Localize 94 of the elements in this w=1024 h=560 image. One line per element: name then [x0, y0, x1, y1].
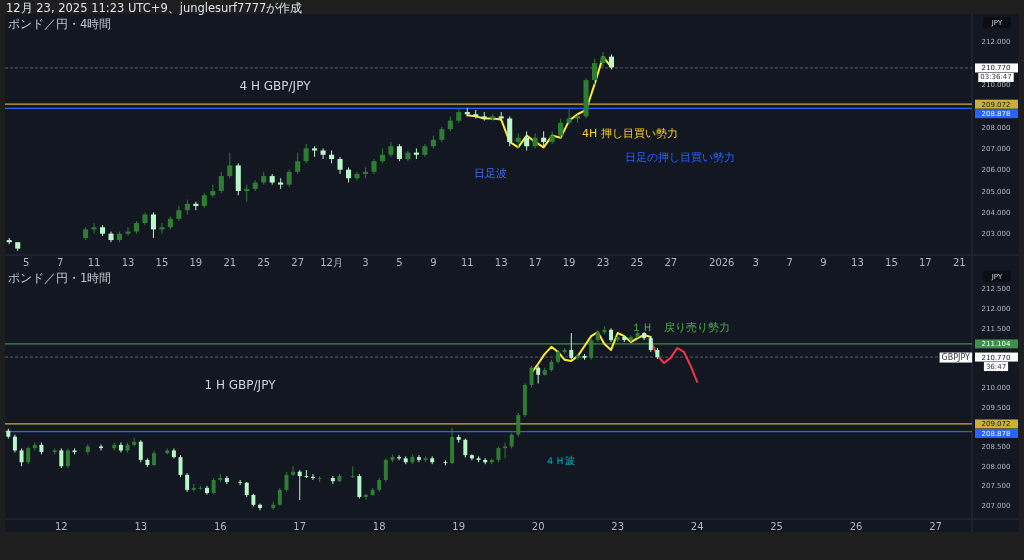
candlestick	[469, 453, 474, 461]
x-tick-label: 13	[134, 520, 148, 532]
candlestick	[529, 365, 534, 388]
x-tick-label: 11	[87, 256, 101, 268]
candlestick	[150, 211, 156, 239]
candlestick	[463, 438, 468, 459]
x-tick-label: 15	[885, 256, 898, 268]
x-tick-label: 19	[562, 256, 576, 268]
candlestick	[383, 457, 388, 483]
x-tick-label: 9	[820, 256, 827, 268]
candlestick	[178, 454, 183, 478]
annotation: ４Ｈ波	[545, 455, 575, 466]
candlestick	[558, 118, 564, 139]
candlestick	[591, 58, 598, 85]
annotation: 4 H GBP/JPY	[239, 79, 312, 93]
candlestick	[224, 475, 229, 485]
x-tick-label: 23	[611, 520, 625, 532]
x-tick-label: 17	[918, 256, 932, 268]
x-tick-label: 18	[372, 520, 386, 532]
candlestick	[297, 469, 302, 501]
candlestick	[159, 222, 165, 235]
candlestick	[218, 171, 224, 194]
annotation: 日足波	[473, 167, 507, 180]
x-tick-label: 23	[596, 256, 610, 268]
chart-title: ポンド／円・4時間	[8, 17, 112, 31]
candlestick	[575, 353, 580, 361]
candlestick	[291, 465, 296, 477]
x-tick-label: 26	[849, 520, 863, 532]
candlestick	[600, 51, 606, 68]
x-tick-label: 27	[291, 256, 305, 268]
x-tick-label: 3	[752, 256, 759, 268]
candlestick	[91, 222, 97, 235]
x-tick-label: 17	[528, 256, 542, 268]
x-tick-label: 21	[223, 256, 237, 268]
candlestick	[295, 152, 301, 175]
x-tick-label: 13	[121, 256, 135, 268]
x-tick-label: 5	[23, 256, 30, 268]
annotation: 1 H GBP/JPY	[204, 378, 277, 392]
candlestick	[416, 454, 421, 463]
candlestick	[185, 472, 190, 493]
x-tick-label: 13	[851, 256, 864, 268]
candlestick	[589, 337, 594, 361]
x-tick-label: 2026	[709, 256, 735, 268]
candlestick	[125, 226, 131, 237]
candlestick	[405, 150, 411, 162]
candlestick	[138, 439, 143, 463]
candlestick	[227, 152, 233, 179]
candlestick	[566, 107, 572, 126]
x-tick-label: 11	[460, 256, 474, 268]
annotation: １Ｈ 戻り売り勢力	[630, 321, 730, 334]
x-tick-label: 25	[770, 520, 783, 532]
candlestick	[238, 479, 243, 486]
candlestick	[363, 493, 368, 501]
candlestick	[330, 475, 335, 485]
x-tick-label: 21	[952, 256, 966, 268]
x-tick-label: 3	[362, 256, 369, 268]
x-tick-label: 16	[213, 520, 227, 532]
candlestick	[59, 447, 64, 469]
chart-title: ポンド／円・1時間	[8, 271, 112, 285]
x-tick-label: 17	[293, 520, 307, 532]
candlestick	[549, 130, 555, 145]
x-tick-label: 12	[54, 520, 68, 532]
candlestick	[193, 201, 199, 211]
x-tick-label: 24	[690, 520, 704, 532]
candlestick	[357, 473, 362, 500]
x-tick-label: 25	[257, 256, 271, 268]
x-tick-label: 7	[56, 256, 64, 268]
annotation: 12月 23, 2025 11:23 UTC+9、junglesurf7777が作成	[6, 1, 303, 15]
x-tick-label: 5	[396, 256, 403, 268]
annotation: 4H 押し目買い勢力	[582, 127, 678, 140]
candlestick	[320, 147, 326, 160]
annotation: GBPJPY	[941, 353, 971, 363]
candlestick	[350, 465, 355, 479]
x-tick-label: 7	[786, 256, 793, 268]
x-tick-label: 19	[189, 256, 203, 268]
candlestick	[303, 143, 309, 164]
candlestick	[569, 332, 574, 361]
x-tick-label: 27	[664, 256, 678, 268]
candlestick	[65, 447, 70, 469]
x-tick-label: 13	[494, 256, 508, 268]
candlestick	[503, 442, 508, 459]
x-tick-label: 12月	[320, 256, 343, 268]
x-tick-label: 20	[531, 520, 545, 532]
x-tick-label: 19	[452, 520, 466, 532]
candlestick	[524, 130, 530, 151]
candlestick	[507, 115, 513, 147]
x-tick-label: 27	[929, 520, 942, 532]
x-tick-label: 9	[430, 256, 437, 268]
annotation: 日足の押し目買い勢力	[625, 151, 735, 164]
candlestick	[516, 412, 521, 438]
candlestick	[628, 334, 633, 343]
x-tick-label: 15	[155, 256, 169, 268]
x-tick-label: 25	[630, 256, 644, 268]
candlestick	[99, 444, 104, 451]
